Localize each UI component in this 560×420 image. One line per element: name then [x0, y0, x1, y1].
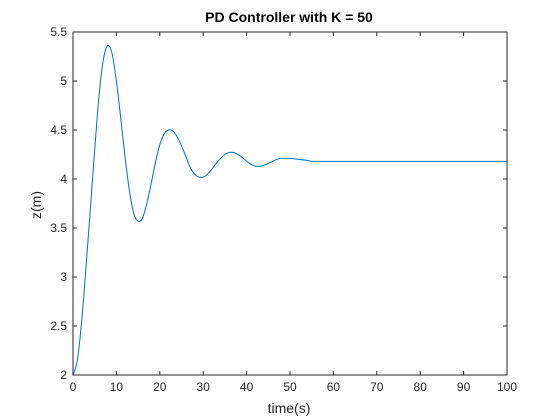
x-tick-label: 50: [283, 380, 297, 394]
y-tick-label: 3.5: [50, 221, 67, 235]
y-tick-label: 3: [60, 270, 67, 284]
x-tick-label: 20: [153, 380, 167, 394]
y-tick-label: 2.5: [50, 319, 67, 333]
y-tick-label: 4: [60, 172, 67, 186]
axes-box: [73, 32, 507, 375]
x-tick-label: 80: [414, 380, 428, 394]
y-axis-label: z(m): [28, 191, 44, 219]
x-tick-label: 0: [70, 380, 77, 394]
y-tick-label: 4.5: [50, 123, 67, 137]
plot-area: 0 10 20 30 40 50 60 70 80 90 100 2 2.5 3 3.5 4 4.5 5 5.5: [50, 25, 517, 394]
chart-title: PD Controller with K = 50: [205, 9, 373, 25]
y-tick-label: 5.5: [50, 25, 67, 39]
series-line: [72, 45, 507, 376]
y-tick-label: 5: [60, 74, 67, 88]
x-tick-label: 90: [457, 380, 471, 394]
x-ticks: 0 10 20 30 40 50 60 70 80 90 100: [70, 32, 517, 394]
x-tick-label: 60: [327, 380, 341, 394]
x-tick-label: 30: [197, 380, 211, 394]
x-tick-label: 40: [240, 380, 254, 394]
x-tick-label: 100: [497, 380, 517, 394]
y-tick-label: 2: [60, 368, 67, 382]
x-tick-label: 10: [110, 380, 124, 394]
x-axis-label: time(s): [268, 400, 311, 416]
y-ticks: 2 2.5 3 3.5 4 4.5 5 5.5: [50, 25, 507, 382]
x-tick-label: 70: [370, 380, 384, 394]
